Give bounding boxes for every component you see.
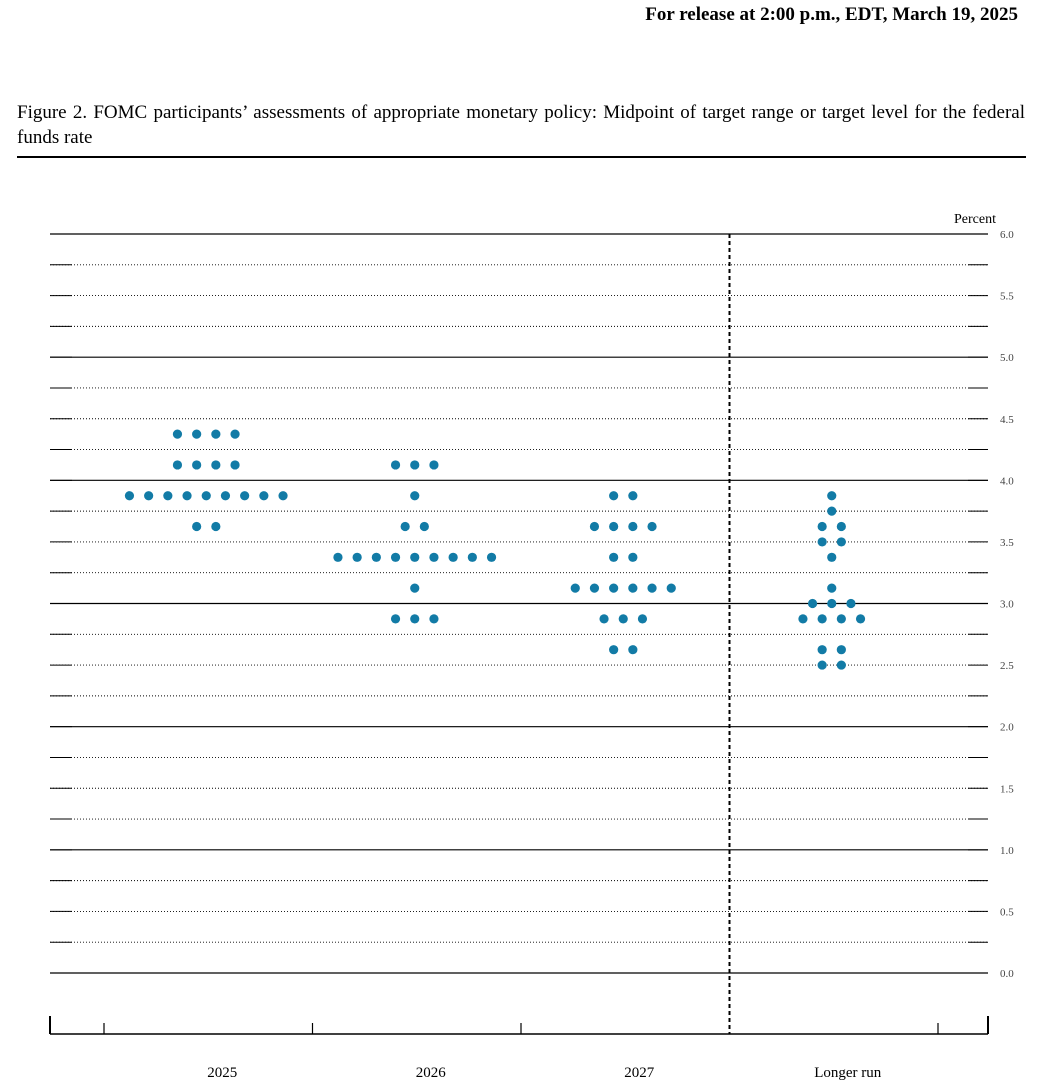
y-tick-label: 5.0 [1000, 352, 1014, 364]
participant-dot [827, 506, 837, 516]
x-tick-label: 2025 [207, 1065, 237, 1081]
y-tick-label: 4.0 [1000, 475, 1014, 487]
participant-dot [628, 645, 638, 655]
y-tick-label: 1.0 [1000, 845, 1014, 857]
participant-dot [211, 521, 221, 532]
participant-dot [589, 583, 600, 593]
participant-dot [410, 614, 420, 624]
participant-dot [817, 660, 827, 670]
participant-dot [618, 614, 628, 624]
participant-dot [124, 491, 135, 501]
participant-dot [807, 598, 818, 609]
participant-dot [855, 614, 866, 624]
participant-dot [467, 552, 477, 562]
participant-dot [628, 583, 638, 593]
participant-dot [371, 552, 381, 562]
participant-dot [448, 552, 458, 562]
participant-dot [827, 552, 837, 562]
participant-dot [410, 583, 420, 593]
participant-dot [429, 614, 439, 624]
participant-dot [230, 460, 240, 470]
release-header: For release at 2:00 p.m., EDT, March 19,… [645, 4, 1018, 25]
participant-dot [192, 521, 202, 532]
x-tick-label: 2027 [624, 1065, 655, 1081]
participant-dot [647, 583, 657, 593]
participant-dot [628, 491, 638, 501]
participant-dot [836, 660, 846, 670]
participant-dot [647, 521, 657, 532]
participant-dot [278, 491, 288, 501]
participant-dot [628, 552, 638, 562]
participant-dot [163, 491, 173, 501]
participant-dot [570, 583, 580, 593]
y-tick-label: 1.5 [1000, 783, 1014, 795]
participant-dot [609, 521, 619, 532]
participant-dot [390, 460, 401, 470]
participant-dot [182, 491, 192, 501]
participant-dot [817, 521, 827, 532]
participant-dot [419, 521, 429, 532]
participant-dot [486, 552, 497, 562]
participant-dot [827, 583, 837, 593]
participant-dot [609, 552, 619, 562]
x-tick-label: Longer run [814, 1065, 882, 1081]
participant-dot [589, 521, 600, 532]
participant-dot [817, 537, 827, 547]
participant-dot [836, 537, 846, 547]
participant-dot [201, 491, 211, 501]
participant-dot [429, 460, 439, 470]
participant-dot [609, 583, 619, 593]
participant-dot [172, 429, 183, 439]
participant-dot [220, 491, 231, 501]
participant-dot [410, 491, 420, 501]
participant-dot [390, 614, 401, 624]
participant-dot [410, 460, 420, 470]
y-tick-label: 2.0 [1000, 722, 1014, 734]
participant-dot [240, 491, 250, 501]
participant-dot [827, 491, 837, 501]
participant-dot [230, 429, 240, 439]
participant-dot [666, 583, 676, 593]
participant-dot [211, 460, 221, 470]
participant-dot [637, 614, 648, 624]
participant-dot [836, 521, 846, 532]
participant-dot [817, 645, 827, 655]
caption-rule [17, 156, 1026, 158]
y-tick-label: 0.5 [1000, 906, 1014, 918]
y-tick-label: 3.5 [1000, 537, 1014, 549]
figure-caption: Figure 2. FOMC participants’ assessments… [17, 102, 1025, 148]
participant-dot [259, 491, 269, 501]
participant-dot [429, 552, 439, 562]
participant-dot [390, 552, 401, 562]
x-tick-label: 2026 [416, 1065, 447, 1081]
y-tick-label: 0.0 [1000, 968, 1014, 980]
participant-dot [599, 614, 609, 624]
participant-dot [333, 552, 343, 562]
y-tick-label: 6.0 [1000, 229, 1014, 241]
y-axis-label: Percent [954, 212, 996, 227]
participant-dot [144, 491, 154, 501]
participant-dot [352, 552, 362, 562]
participant-dot [836, 645, 846, 655]
y-tick-label: 4.5 [1000, 414, 1014, 426]
participant-dot [817, 614, 827, 624]
participant-dot [609, 645, 619, 655]
y-tick-label: 5.5 [1000, 291, 1014, 303]
participant-dot [846, 598, 856, 609]
participant-dot [192, 460, 202, 470]
participant-dot [192, 429, 202, 439]
participant-dot [211, 429, 221, 439]
participant-dot [836, 614, 846, 624]
y-tick-label: 3.0 [1000, 599, 1014, 611]
participant-dot [609, 491, 619, 501]
participant-dot [827, 598, 837, 609]
participant-dot [628, 521, 638, 532]
participant-dot [400, 521, 410, 532]
participant-dot [410, 552, 420, 562]
participant-dot [172, 460, 183, 470]
participant-dot [798, 614, 808, 624]
y-tick-label: 2.5 [1000, 660, 1014, 672]
